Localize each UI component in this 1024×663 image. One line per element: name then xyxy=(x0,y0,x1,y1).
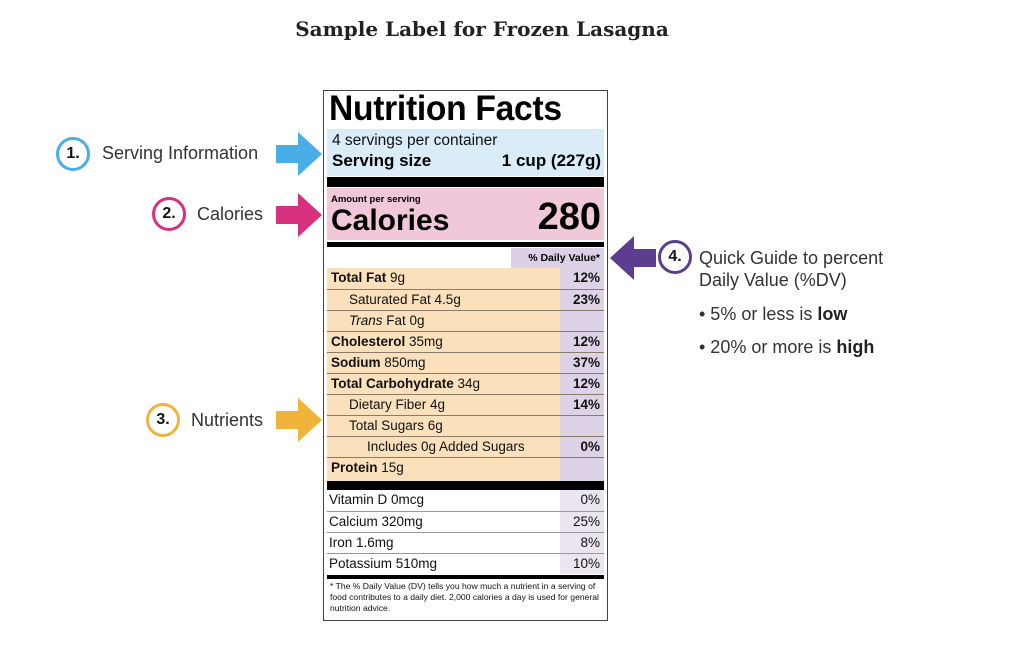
callout-1-circle: 1. xyxy=(56,137,90,171)
callout-3-arrow-icon xyxy=(276,398,322,442)
nutrient-bold-name: Protein xyxy=(331,460,378,475)
nutrient-daily-value: 0% xyxy=(580,439,600,454)
nutrient-row: Sodium 850mg 37% xyxy=(327,352,604,373)
nutrient-row: Trans Fat 0g xyxy=(327,310,604,331)
nutrient-row: Total Fat 9g 12% xyxy=(327,268,604,289)
nutrient-amount: 850mg xyxy=(380,355,426,370)
nutrient-daily-value: 12% xyxy=(572,270,600,285)
nutrient-bold-name: Sodium xyxy=(331,355,381,370)
guide-bullet-low: • 5% or less is low xyxy=(699,304,847,325)
serving-size-label: Serving size xyxy=(332,151,432,170)
nutrient-daily-value: 14% xyxy=(572,397,600,412)
callout-2-circle: 2. xyxy=(152,197,186,231)
nutrient-row: Cholesterol 35mg 12% xyxy=(327,331,604,352)
calories-section: Amount per serving Calories 280 xyxy=(327,188,604,240)
nutrient-name: Protein 15g xyxy=(331,460,404,475)
vitamin-dv-shade xyxy=(560,533,604,553)
vitamin-name: Iron 1.6mg xyxy=(329,535,394,550)
nutrient-amount: Total Sugars 6g xyxy=(349,418,443,433)
daily-value-header: % Daily Value* xyxy=(511,248,604,268)
nutrient-name: Total Sugars 6g xyxy=(349,418,443,433)
nutrient-amount: Includes 0g Added Sugars xyxy=(367,439,525,454)
nutrient-name: Dietary Fiber 4g xyxy=(349,397,445,412)
quick-guide-line-1: Quick Guide to percent xyxy=(699,248,884,268)
vitamin-dv-shade xyxy=(560,512,604,532)
callout-2-arrow-icon xyxy=(276,193,322,237)
vitamin-row: Iron 1.6mg 8% xyxy=(327,532,604,553)
vitamin-name: Vitamin D 0mcg xyxy=(329,492,425,507)
nutrient-row: Dietary Fiber 4g 14% xyxy=(327,394,604,415)
calories-label: Calories xyxy=(331,204,450,237)
quick-guide-line-2: Daily Value (%DV) xyxy=(699,270,847,290)
nutrient-daily-value: 37% xyxy=(572,355,600,370)
callout-3-text: Nutrients xyxy=(191,410,264,430)
nutrient-amount: 35mg xyxy=(405,334,443,349)
vitamin-daily-value: 0% xyxy=(580,492,600,507)
nutrient-row: Saturated Fat 4.5g 23% xyxy=(327,289,604,310)
nutrient-name: Includes 0g Added Sugars xyxy=(367,439,525,454)
footnote-divider xyxy=(327,575,604,579)
vitamin-dv-shade xyxy=(560,490,604,511)
vitamin-daily-value: 10% xyxy=(572,556,600,571)
footnote: * The % Daily Value (DV) tells you how m… xyxy=(330,581,599,613)
guide-bullet-high-text: • 20% or more is xyxy=(699,337,837,357)
nutrient-name: Trans Fat 0g xyxy=(349,313,425,328)
medium-divider xyxy=(327,242,604,247)
serving-information-section: 4 servings per container Serving size 1 … xyxy=(327,129,604,176)
quick-guide-text: Quick Guide to percent Daily Value (%DV) xyxy=(699,247,883,291)
vitamin-row: Calcium 320mg 25% xyxy=(327,511,604,532)
nutrient-daily-value: 12% xyxy=(572,376,600,391)
nutrients-section: Total Fat 9g 12% Saturated Fat 4.5g 23% Tran… xyxy=(327,268,604,481)
nutrient-name: Saturated Fat 4.5g xyxy=(349,292,461,307)
nutrient-daily-value: 23% xyxy=(572,292,600,307)
nutrition-facts-label: Nutrition Facts 4 servings per container… xyxy=(323,89,608,621)
callout-1-text: Serving Information xyxy=(102,143,259,163)
vitamin-name: Calcium 320mg xyxy=(329,514,423,529)
callout-4-circle: 4. xyxy=(658,240,692,274)
nutrient-daily-value: 12% xyxy=(572,334,600,349)
vitamin-daily-value: 25% xyxy=(572,514,600,529)
nutrient-bold-name: Total Carbohydrate xyxy=(331,376,454,391)
servings-per-container: 4 servings per container xyxy=(332,132,498,149)
amount-per-serving: Amount per serving xyxy=(331,194,421,205)
nutrition-facts-heading: Nutrition Facts xyxy=(329,89,562,128)
calories-value: 280 xyxy=(537,196,601,238)
nutrient-amount: 15g xyxy=(377,460,404,475)
nutrient-name: Total Fat 9g xyxy=(331,270,405,285)
callout-1-arrow-icon xyxy=(276,132,322,176)
vitamin-name: Potassium 510mg xyxy=(329,556,438,571)
callout-3-circle: 3. xyxy=(146,403,180,437)
nutrient-bold-name: Cholesterol xyxy=(331,334,406,349)
nutrient-row: Protein 15g xyxy=(327,457,604,478)
nutrient-amount: 34g xyxy=(453,376,481,391)
nutrient-row: Includes 0g Added Sugars 0% xyxy=(327,436,604,457)
vitamin-daily-value: 8% xyxy=(580,535,600,550)
nutrient-name: Total Carbohydrate 34g xyxy=(331,376,480,391)
nutrient-name: Cholesterol 35mg xyxy=(331,334,443,349)
nutrient-row: Total Sugars 6g xyxy=(327,415,604,436)
callout-4-arrow-icon xyxy=(610,236,656,280)
guide-bullet-high: • 20% or more is high xyxy=(699,337,874,358)
vitamin-row: Potassium 510mg 10% xyxy=(327,553,604,574)
nutrient-name: Sodium 850mg xyxy=(331,355,426,370)
page-title: Sample Label for Frozen Lasagna xyxy=(295,17,669,41)
nutrient-bold-name: Total Fat xyxy=(331,270,387,285)
thick-divider xyxy=(327,177,604,187)
vitamin-row: Vitamin D 0mcg 0% xyxy=(327,490,604,511)
nutrient-amount: 9g xyxy=(386,270,406,285)
vitamins-minerals-section: Vitamin D 0mcg 0% Calcium 320mg 25% Iron 1.6… xyxy=(327,490,604,574)
guide-bullet-high-bold: high xyxy=(836,337,875,357)
vitamin-dv-shade xyxy=(560,554,604,574)
nutrient-amount: Saturated Fat 4.5g xyxy=(349,292,461,307)
guide-bullet-low-text: • 5% or less is xyxy=(699,304,818,324)
nutrient-row: Total Carbohydrate 34g 12% xyxy=(327,373,604,394)
nutrient-amount: Dietary Fiber 4g xyxy=(349,397,446,412)
serving-size-value: 1 cup (227g) xyxy=(501,151,601,170)
thick-divider-bottom xyxy=(327,481,604,490)
daily-value-column xyxy=(560,268,604,481)
guide-bullet-low-bold: low xyxy=(817,304,848,324)
callout-2-text: Calories xyxy=(197,204,264,224)
nutrient-italic-name: Trans xyxy=(349,313,383,328)
nutrient-amount: Fat 0g xyxy=(382,313,425,328)
